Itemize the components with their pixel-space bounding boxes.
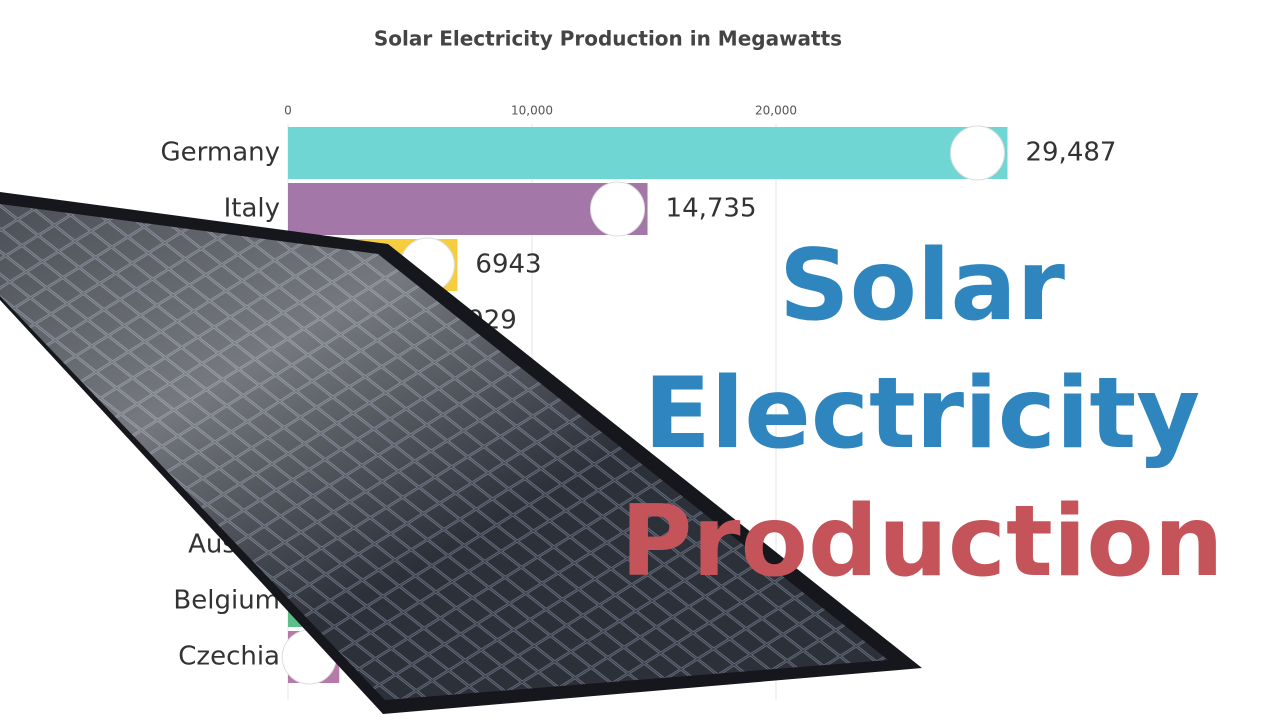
bar [288,183,648,235]
category-label: Germany [160,138,280,168]
overlay-line: Production [620,485,1223,599]
solar-panel [0,192,922,714]
value-label: 14,735 [666,194,757,224]
value-label: 6943 [475,250,541,280]
category-label: Italy [224,194,280,224]
flag [590,181,646,237]
overlay-line: Electricity [644,357,1200,471]
overlay-line: Solar [779,229,1066,343]
bar [288,127,1008,179]
value-label: 29,487 [1025,138,1116,168]
x-tick-label: 20,000 [755,104,797,118]
category-label: Czechia [178,642,280,672]
chart-title: Solar Electricity Production in Megawatt… [374,27,842,51]
x-tick-label: 10,000 [511,104,553,118]
flag [949,125,1005,181]
category-label: Belgium [173,586,280,616]
x-tick-label: 0 [284,104,292,118]
overlay-title: Solar Electricity Production [620,229,1223,599]
